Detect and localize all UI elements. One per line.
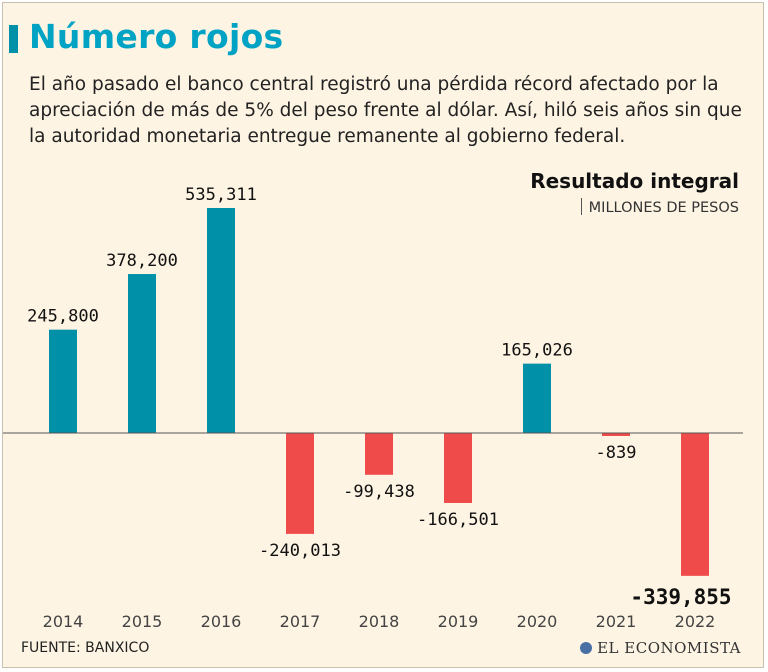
source-note: FUENTE: BANXICO: [21, 640, 150, 656]
bar-2015: [128, 274, 156, 433]
chart-unit-label: MILLONES DE PESOS: [588, 200, 739, 216]
publisher-logo: EL ECONOMISTA: [580, 639, 741, 657]
chart-unit: MILLONES DE PESOS: [580, 198, 739, 216]
x-tick-2016: 2016: [201, 612, 242, 631]
page-title: Número rojos: [29, 17, 284, 56]
data-label-2016: 535,311: [185, 185, 257, 205]
unit-separator: [580, 198, 582, 215]
logo-text: EL ECONOMISTA: [597, 639, 741, 657]
bar-2020: [523, 363, 551, 433]
data-label-2015: 378,200: [106, 251, 178, 271]
title-accent-bar: [9, 25, 18, 53]
chart-title: Resultado integral: [530, 169, 739, 193]
data-label-2019: -166,501: [417, 510, 499, 530]
bar-2018: [365, 433, 393, 475]
x-tick-2019: 2019: [438, 612, 479, 631]
x-tick-2020: 2020: [517, 612, 558, 631]
x-tick-2021: 2021: [596, 612, 637, 631]
data-label-2014: 245,800: [27, 307, 99, 327]
bar-2019: [444, 433, 472, 503]
data-label-2018: -99,438: [343, 482, 415, 502]
logo-mark-icon: [580, 642, 593, 654]
x-tick-2014: 2014: [43, 612, 84, 631]
x-tick-2022: 2022: [675, 612, 716, 631]
bar-chart: 245,800 2014 378,200 2015 535,311 2016 -240,01…: [3, 185, 743, 631]
bar-2022: [681, 433, 709, 576]
data-label-2021: -839: [596, 443, 637, 463]
bar-2021: [602, 433, 630, 436]
x-tick-2017: 2017: [280, 612, 321, 631]
x-tick-2015: 2015: [122, 612, 163, 631]
bar-2014: [49, 329, 77, 433]
data-label-2020: 165,026: [501, 341, 573, 361]
data-label-2022: -339,855: [630, 585, 731, 609]
description: El año pasado el banco central registró …: [29, 74, 742, 147]
bar-2017: [286, 433, 314, 534]
data-label-2017: -240,013: [259, 541, 341, 561]
bar-2016: [207, 208, 235, 433]
x-tick-2018: 2018: [359, 612, 400, 631]
